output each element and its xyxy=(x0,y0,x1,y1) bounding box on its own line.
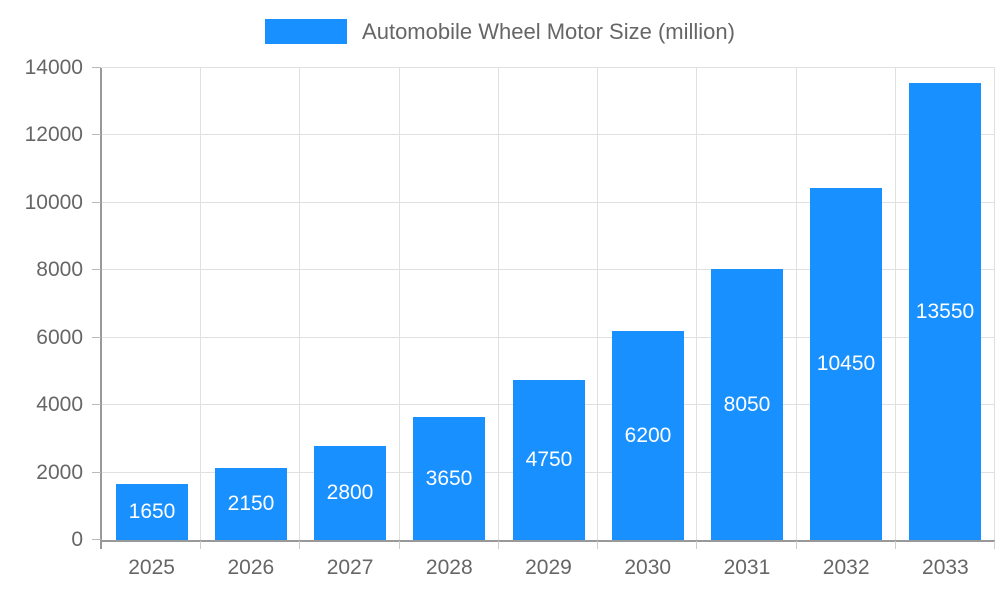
y-gridline xyxy=(102,336,995,338)
y-gridline xyxy=(102,269,995,271)
x-axis-label: 2031 xyxy=(723,556,771,579)
x-axis-tick xyxy=(894,541,896,549)
x-axis-label: 2026 xyxy=(227,556,275,579)
y-axis-tick xyxy=(92,471,101,473)
y-axis-label: 2000 xyxy=(36,460,83,484)
y-axis-label: 6000 xyxy=(36,325,83,349)
bar-value-label: 10450 xyxy=(816,352,876,375)
bar[interactable]: 4750 xyxy=(513,380,585,540)
y-axis-tick xyxy=(92,134,101,136)
x-axis-tick xyxy=(398,541,400,549)
x-gridline xyxy=(299,68,301,540)
x-axis-tick xyxy=(597,541,599,549)
y-axis-tick xyxy=(92,201,101,203)
x-gridline xyxy=(894,68,896,540)
y-gridline xyxy=(102,134,995,136)
x-gridline xyxy=(696,68,698,540)
legend-item[interactable]: Automobile Wheel Motor Size (million) xyxy=(0,19,1000,44)
x-axis-tick xyxy=(200,541,202,549)
x-axis-label: 2028 xyxy=(425,556,473,579)
x-axis-label: 2029 xyxy=(525,556,572,579)
x-axis-label: 2032 xyxy=(822,556,870,579)
y-axis-label: 8000 xyxy=(36,258,83,282)
y-axis-tick xyxy=(92,404,101,406)
y-axis-label: 14000 xyxy=(24,56,83,79)
x-gridline xyxy=(994,68,995,540)
x-axis-tick xyxy=(497,541,499,549)
y-axis-label: 12000 xyxy=(24,123,83,147)
x-gridline xyxy=(398,68,400,540)
y-axis-tick xyxy=(92,67,101,68)
bar[interactable]: 13550 xyxy=(909,83,981,540)
bar-value-label: 3650 xyxy=(425,467,473,490)
x-axis-tick xyxy=(696,541,698,549)
bar[interactable]: 1650 xyxy=(116,484,188,540)
x-axis-label: 2030 xyxy=(624,556,672,579)
legend-label: Automobile Wheel Motor Size (million) xyxy=(362,19,735,44)
x-gridline xyxy=(497,68,499,540)
y-axis-label: 4000 xyxy=(36,393,83,417)
y-gridline xyxy=(102,201,995,203)
bar-value-label: 4750 xyxy=(525,448,573,471)
bar-value-label: 1650 xyxy=(128,500,176,523)
bar[interactable]: 2150 xyxy=(215,468,287,540)
bar-value-label: 8050 xyxy=(723,393,771,416)
x-axis-label: 2025 xyxy=(128,556,175,579)
bar[interactable]: 3650 xyxy=(413,417,485,540)
x-gridline xyxy=(795,68,797,540)
x-axis-tick xyxy=(795,541,797,549)
bar-value-label: 6200 xyxy=(624,424,672,447)
y-gridline xyxy=(102,67,995,68)
bar-value-label: 2150 xyxy=(227,492,275,515)
bar[interactable]: 8050 xyxy=(711,269,783,540)
x-axis-tick xyxy=(299,541,301,549)
x-gridline xyxy=(597,68,599,540)
bar[interactable]: 2800 xyxy=(314,446,386,540)
x-axis-label: 2027 xyxy=(326,556,374,579)
bar-value-label: 2800 xyxy=(326,481,374,504)
y-axis-tick xyxy=(92,336,101,338)
legend-swatch xyxy=(265,19,348,44)
plot-area: 0 2000 4000 6000 8000 10000 12000 14000 1650 2025… xyxy=(25,57,995,579)
bar[interactable]: 10450 xyxy=(810,188,882,540)
y-axis-label: 0 xyxy=(71,528,83,551)
x-axis-label: 2033 xyxy=(922,556,969,579)
x-axis-tick-origin xyxy=(100,541,102,549)
y-axis-tick xyxy=(92,269,101,271)
x-gridline xyxy=(200,68,202,540)
y-axis-label: 10000 xyxy=(24,190,83,214)
y-axis-tick xyxy=(92,539,101,540)
x-axis-tick xyxy=(994,541,995,549)
bar[interactable]: 6200 xyxy=(612,331,684,540)
bar-value-label: 13550 xyxy=(915,300,975,323)
